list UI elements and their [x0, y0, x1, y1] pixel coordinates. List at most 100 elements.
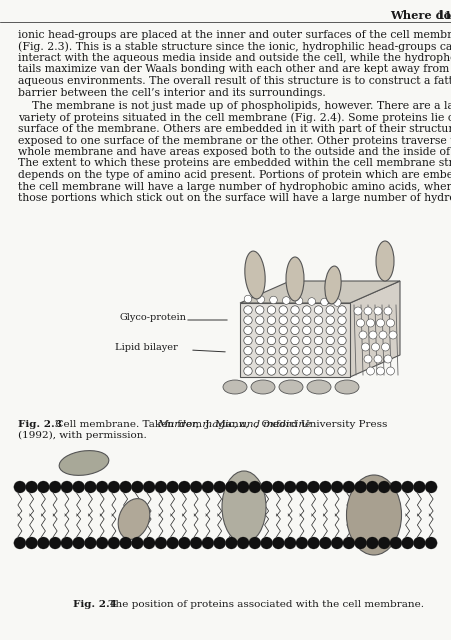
Polygon shape: [240, 281, 400, 303]
Circle shape: [343, 481, 355, 493]
Circle shape: [321, 298, 328, 306]
Circle shape: [244, 326, 252, 335]
Circle shape: [390, 537, 402, 549]
Circle shape: [303, 367, 311, 375]
Circle shape: [237, 481, 249, 493]
Circle shape: [338, 346, 346, 355]
Circle shape: [366, 481, 378, 493]
Circle shape: [256, 367, 264, 375]
Ellipse shape: [286, 257, 304, 301]
Circle shape: [369, 331, 377, 339]
Circle shape: [37, 537, 49, 549]
Circle shape: [291, 326, 299, 335]
Circle shape: [120, 481, 132, 493]
Circle shape: [26, 537, 37, 549]
Text: variety of proteins situated in the cell membrane (Fig. 2.4). Some proteins lie : variety of proteins situated in the cell…: [18, 113, 451, 123]
Circle shape: [26, 481, 37, 493]
Circle shape: [179, 481, 190, 493]
Circle shape: [267, 306, 276, 314]
Circle shape: [331, 537, 343, 549]
Circle shape: [214, 537, 226, 549]
Circle shape: [338, 367, 346, 375]
Circle shape: [303, 326, 311, 335]
Circle shape: [279, 336, 287, 345]
Circle shape: [425, 537, 437, 549]
Ellipse shape: [118, 499, 150, 540]
Circle shape: [314, 306, 323, 314]
Circle shape: [244, 336, 252, 345]
Text: (Fig. 2.3). This is a stable structure since the ionic, hydrophilic head-groups : (Fig. 2.3). This is a stable structure s…: [18, 42, 451, 52]
Circle shape: [359, 331, 367, 339]
Circle shape: [279, 316, 287, 324]
Text: 11: 11: [437, 10, 451, 21]
Circle shape: [366, 537, 378, 549]
Circle shape: [244, 346, 252, 355]
Circle shape: [338, 336, 346, 345]
Circle shape: [73, 537, 85, 549]
Circle shape: [331, 481, 343, 493]
Circle shape: [374, 307, 382, 315]
Circle shape: [202, 537, 214, 549]
Circle shape: [49, 537, 61, 549]
Circle shape: [202, 481, 214, 493]
Circle shape: [319, 481, 331, 493]
Circle shape: [333, 299, 341, 307]
Circle shape: [166, 537, 179, 549]
Text: Fig. 2.4: Fig. 2.4: [73, 600, 117, 609]
Circle shape: [291, 356, 299, 365]
Ellipse shape: [222, 471, 266, 543]
Circle shape: [303, 336, 311, 345]
Polygon shape: [350, 281, 400, 377]
Circle shape: [96, 537, 108, 549]
Circle shape: [326, 356, 335, 365]
Circle shape: [377, 319, 385, 327]
Circle shape: [326, 316, 335, 324]
Circle shape: [314, 367, 323, 375]
Circle shape: [343, 537, 355, 549]
Circle shape: [364, 307, 372, 315]
Circle shape: [256, 316, 264, 324]
Text: The extent to which these proteins are embedded within the cell membrane structu: The extent to which these proteins are e…: [18, 159, 451, 168]
Circle shape: [364, 355, 372, 363]
Circle shape: [291, 316, 299, 324]
Circle shape: [384, 307, 392, 315]
Circle shape: [244, 367, 252, 375]
Text: surface of the membrane. Others are embedded in it with part of their structure: surface of the membrane. Others are embe…: [18, 124, 451, 134]
Circle shape: [143, 537, 155, 549]
Circle shape: [256, 306, 264, 314]
Text: , Oxford University Press: , Oxford University Press: [255, 420, 387, 429]
Circle shape: [291, 367, 299, 375]
Circle shape: [279, 367, 287, 375]
Circle shape: [379, 331, 387, 339]
Circle shape: [155, 537, 167, 549]
Circle shape: [377, 367, 385, 375]
Circle shape: [308, 537, 320, 549]
Circle shape: [249, 481, 261, 493]
Circle shape: [267, 336, 276, 345]
Circle shape: [295, 297, 303, 305]
Text: Fig. 2.3: Fig. 2.3: [18, 420, 62, 429]
Text: interact with the aqueous media inside and outside the cell, while the hydrophob: interact with the aqueous media inside a…: [18, 53, 451, 63]
Circle shape: [257, 296, 265, 303]
Circle shape: [326, 306, 335, 314]
Circle shape: [279, 346, 287, 355]
Circle shape: [308, 481, 320, 493]
Ellipse shape: [307, 380, 331, 394]
Circle shape: [14, 481, 26, 493]
Circle shape: [362, 343, 369, 351]
Ellipse shape: [346, 475, 401, 555]
Ellipse shape: [376, 241, 394, 281]
Circle shape: [279, 306, 287, 314]
Circle shape: [326, 336, 335, 345]
Circle shape: [244, 306, 252, 314]
Circle shape: [272, 481, 285, 493]
Circle shape: [303, 346, 311, 355]
Text: tails maximize van der Waals bonding with each other and are kept away from the: tails maximize van der Waals bonding wit…: [18, 65, 451, 74]
Circle shape: [291, 306, 299, 314]
Circle shape: [131, 537, 143, 549]
Text: Where do drugs work?: Where do drugs work?: [390, 10, 451, 21]
Circle shape: [326, 346, 335, 355]
Circle shape: [384, 355, 392, 363]
Circle shape: [314, 346, 323, 355]
Circle shape: [37, 481, 49, 493]
